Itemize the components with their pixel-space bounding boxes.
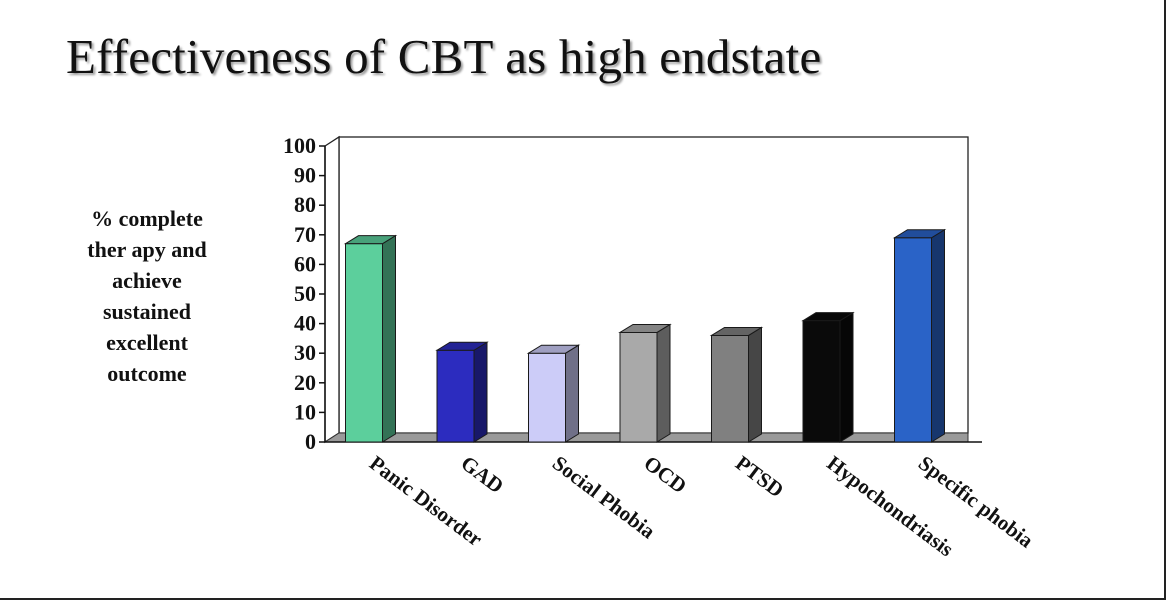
bar-side	[565, 344, 579, 443]
y-axis-label-line: sustained	[102, 299, 192, 324]
bar-side	[839, 311, 854, 443]
bar-side	[748, 326, 762, 443]
y-axis-label-line: outcome	[107, 361, 187, 386]
bar-side	[382, 234, 396, 443]
y-axis-label-line: ther apy and	[87, 237, 207, 262]
bar-top	[618, 323, 672, 333]
bar-top	[343, 235, 398, 245]
bar-side	[656, 323, 671, 443]
bar	[345, 243, 383, 443]
bar-top	[801, 312, 855, 322]
y-tick-label: 80	[294, 192, 316, 217]
y-axis-label-line: % complete	[91, 206, 203, 231]
bar	[802, 320, 841, 443]
y-tick-label: 100	[283, 133, 316, 158]
bar-top	[709, 326, 764, 336]
bar	[619, 331, 658, 443]
y-tick-label: 30	[294, 340, 316, 365]
y-tick-label: 20	[294, 370, 316, 395]
y-axis-label: % complete ther apy and achieve sustaine…	[36, 203, 258, 389]
bar	[711, 334, 749, 443]
x-tick-label: PTSD	[731, 451, 788, 502]
bar	[436, 349, 475, 443]
y-tick-label: 60	[294, 251, 316, 276]
bar-top	[892, 229, 947, 239]
y-tick-label: 10	[294, 399, 316, 424]
bar-side	[473, 341, 488, 443]
x-tick-label: GAD	[456, 451, 508, 498]
bar	[528, 352, 566, 443]
y-tick-label: 50	[294, 281, 316, 306]
y-tick-label: 70	[294, 222, 316, 247]
x-tick-label: OCD	[639, 451, 691, 498]
y-axis-label-line: excellent	[106, 330, 188, 355]
bar-top	[526, 344, 581, 354]
y-tick-label: 90	[294, 163, 316, 188]
y-tick-label: 0	[305, 429, 316, 454]
y-tick-label: 40	[294, 311, 316, 336]
bar-top	[435, 341, 489, 351]
bar-side	[931, 228, 945, 443]
slide-title: Effectiveness of CBT as high endstate	[66, 29, 822, 84]
bar	[894, 237, 932, 443]
plot-side-wall	[324, 135, 340, 444]
y-axis-label-line: achieve	[112, 268, 182, 293]
